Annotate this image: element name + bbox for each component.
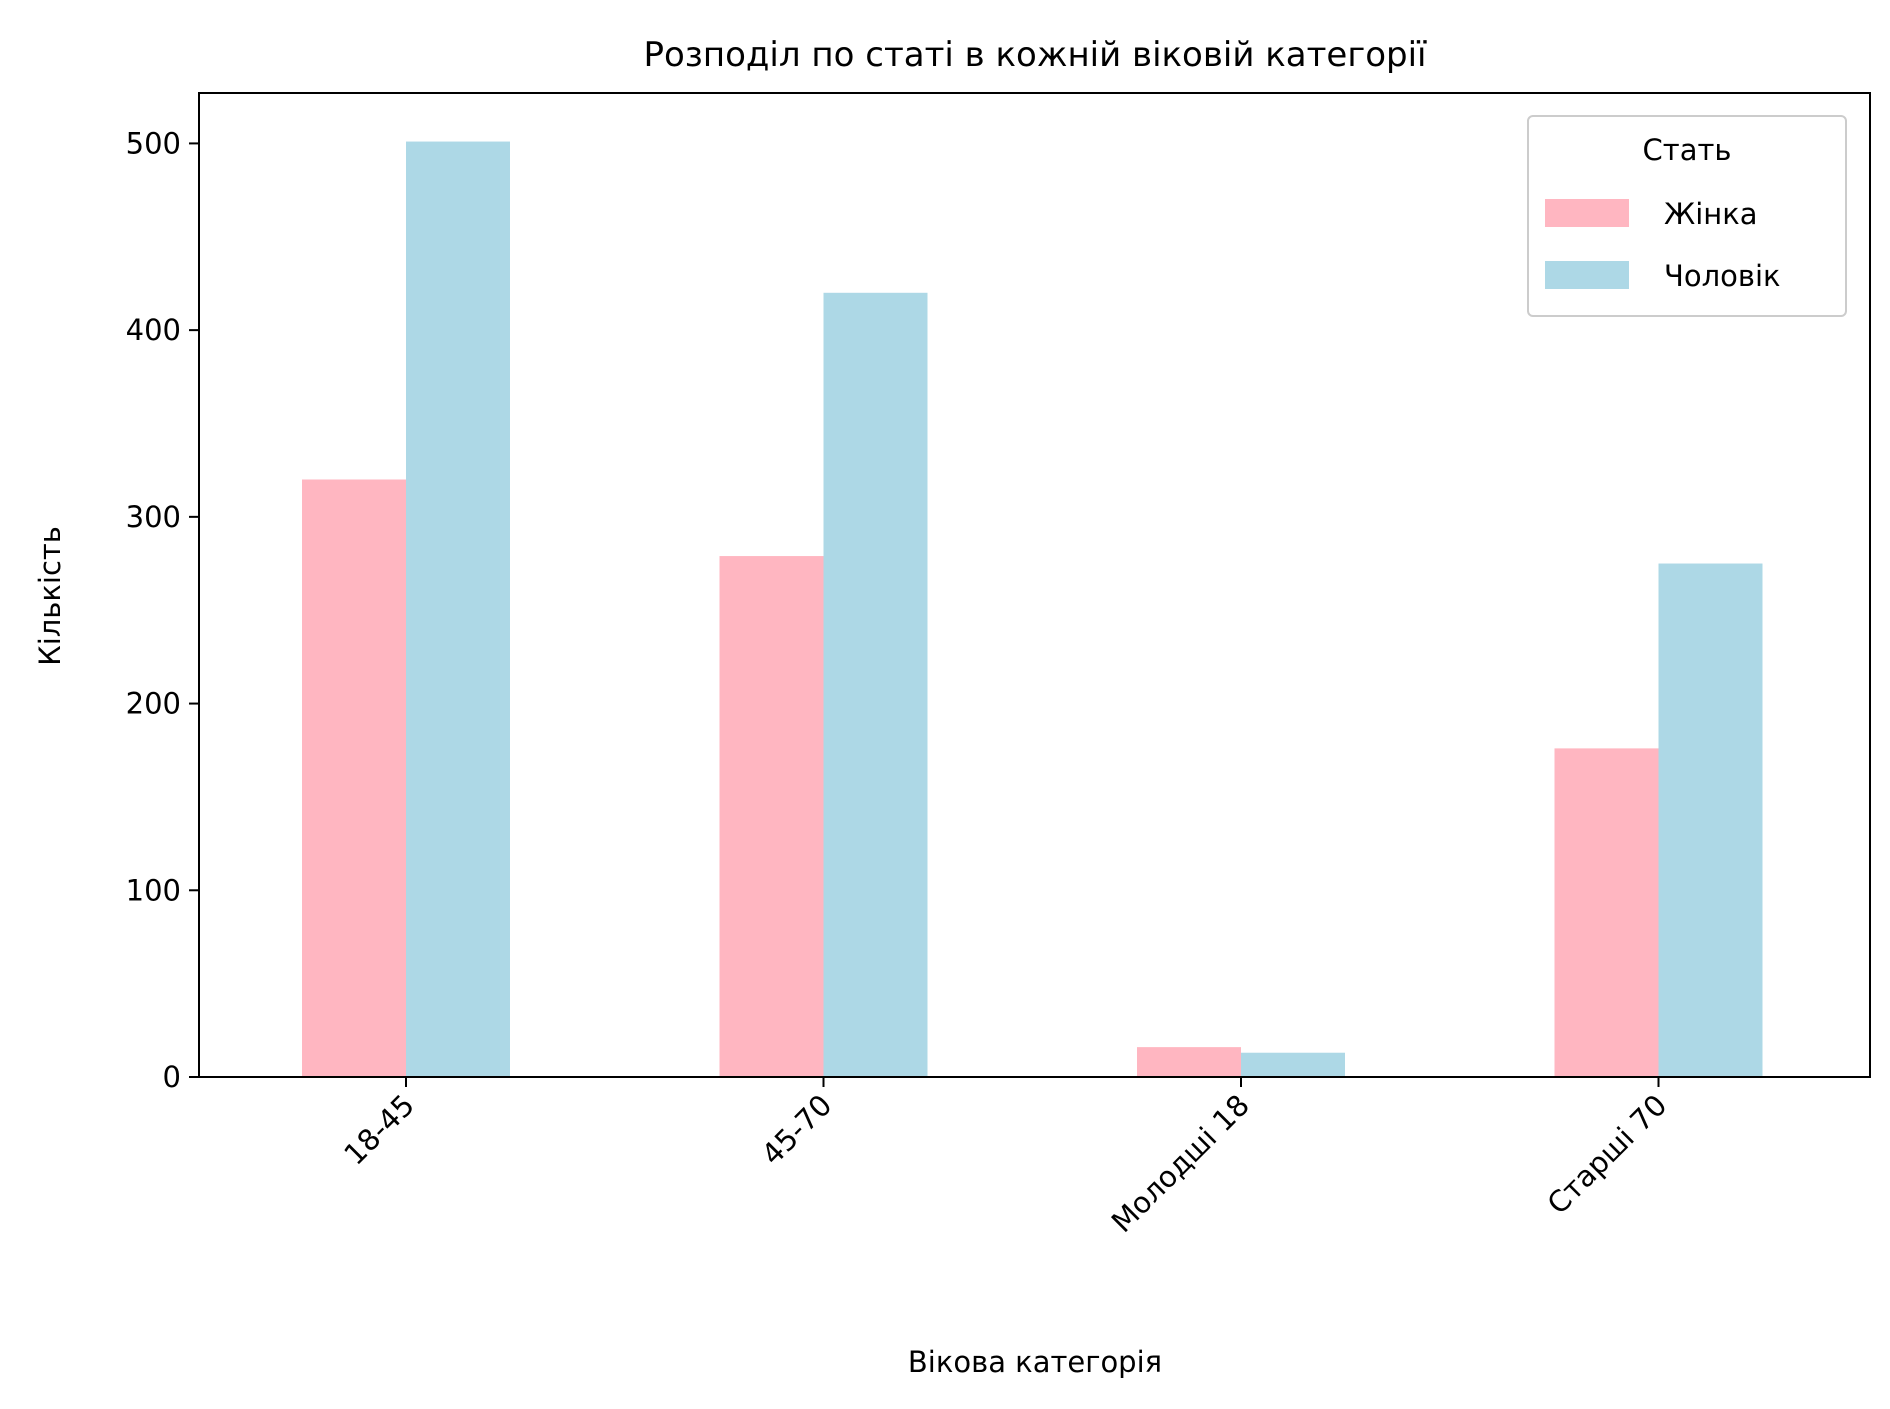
- bar-female-2: [1137, 1047, 1241, 1077]
- bar-male-2: [1241, 1052, 1345, 1077]
- legend: Стать Жінка Чоловік: [1527, 115, 1847, 317]
- x-axis-label: Вікова категорія: [908, 1345, 1162, 1379]
- bar-male-0: [406, 141, 510, 1077]
- axes-frame: [198, 92, 1871, 1078]
- y-axis-label: Кількість: [33, 526, 67, 666]
- legend-swatch-female: [1545, 199, 1629, 227]
- y-tick-label-300: 300: [126, 500, 181, 534]
- legend-label-female: Жінка: [1664, 197, 1758, 231]
- plot-area: 0 100 200 300 400 500 18-45 45-70 Молодші 18 Стар…: [126, 92, 1871, 1239]
- y-tick-label-100: 100: [126, 873, 181, 907]
- legend-swatch-male: [1545, 261, 1629, 289]
- y-tick-label-200: 200: [126, 687, 181, 721]
- chart-title: Розподіл по статі в кожній віковій катег…: [644, 35, 1428, 75]
- bar-female-3: [1554, 748, 1659, 1077]
- bar-female-1: [719, 556, 824, 1077]
- bar-male-3: [1658, 563, 1763, 1077]
- bar-female-0: [302, 479, 406, 1077]
- legend-title: Стать: [1643, 133, 1732, 167]
- x-tick-label-1: 45-70: [755, 1088, 839, 1172]
- bar-male-1: [823, 292, 928, 1077]
- y-tick-label-500: 500: [126, 126, 181, 160]
- x-tick-label-3: Старші 70: [1540, 1088, 1673, 1221]
- x-tick-label-0: 18-45: [337, 1088, 421, 1172]
- x-tick-label-2: Молодші 18: [1105, 1088, 1256, 1239]
- legend-label-male: Чоловік: [1664, 259, 1781, 293]
- y-tick-label-400: 400: [126, 313, 181, 347]
- y-tick-label-0: 0: [163, 1060, 181, 1094]
